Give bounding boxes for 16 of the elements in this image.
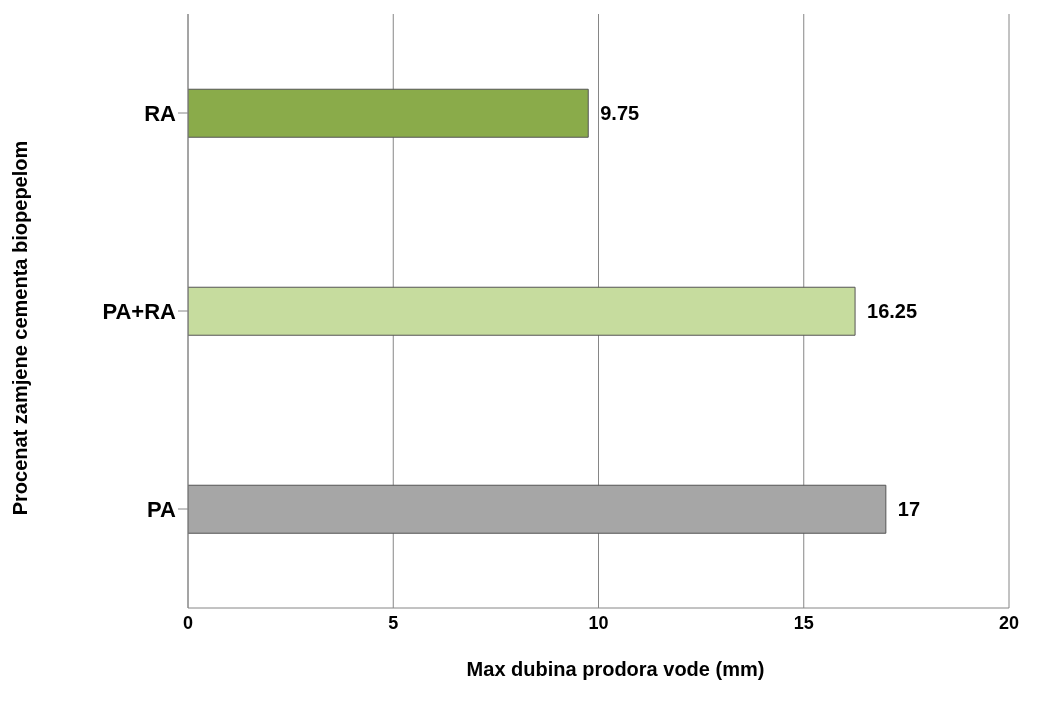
x-tick-label: 20 xyxy=(998,612,1020,633)
data-label: 9.75 xyxy=(600,102,640,125)
y-tick-label: RA xyxy=(144,100,177,126)
y-tick-label: PA+RA xyxy=(102,298,177,324)
bar xyxy=(188,484,887,534)
bar xyxy=(188,286,856,336)
y-tick-label: PA xyxy=(147,496,177,522)
x-tick-label: 5 xyxy=(388,612,399,633)
data-label: 17 xyxy=(897,498,921,521)
data-label: 16.25 xyxy=(867,300,918,323)
x-tick-label: 15 xyxy=(793,612,814,633)
x-tick-label: 10 xyxy=(588,612,609,633)
x-tick-label: 0 xyxy=(182,612,194,633)
x-axis-title: Max dubina prodora vode (mm) xyxy=(465,658,766,681)
y-axis-title: Procenat zamjene cementa biopepelom xyxy=(8,140,32,516)
bar xyxy=(188,88,589,138)
